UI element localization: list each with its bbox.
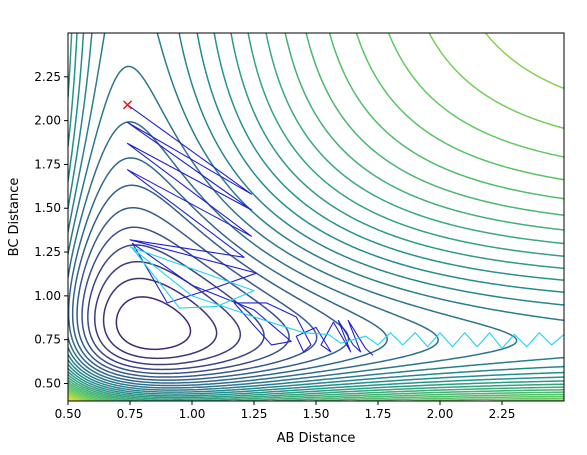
- y-tick-label: 1.25: [34, 245, 61, 259]
- y-axis-label: BC Distance: [7, 178, 22, 257]
- x-tick-label: 2.25: [489, 407, 516, 421]
- x-tick-label: 0.50: [55, 407, 82, 421]
- x-tick-label: 1.00: [179, 407, 206, 421]
- x-tick-label: 0.75: [117, 407, 144, 421]
- y-tick-label: 0.50: [34, 376, 61, 390]
- y-tick-label: 0.75: [34, 333, 61, 347]
- y-tick-label: 2.00: [34, 114, 61, 128]
- x-tick-label: 1.75: [365, 407, 392, 421]
- plot-background: [68, 33, 564, 401]
- x-tick-label: 1.25: [241, 407, 268, 421]
- x-axis-label: AB Distance: [277, 431, 356, 446]
- y-tick-label: 1.50: [34, 201, 61, 215]
- y-tick-label: 1.00: [34, 289, 61, 303]
- y-tick-label: 1.75: [34, 157, 61, 171]
- x-tick-label: 2.00: [427, 407, 454, 421]
- y-axis-ticks: 0.50 0.75 1.00 1.25 1.50 1.75 2.00 2.25: [34, 70, 68, 391]
- x-tick-label: 1.50: [303, 407, 330, 421]
- x-axis-ticks: 0.50 0.75 1.00 1.25 1.50 1.75 2.00 2.25: [55, 401, 516, 421]
- y-tick-label: 2.25: [34, 70, 61, 84]
